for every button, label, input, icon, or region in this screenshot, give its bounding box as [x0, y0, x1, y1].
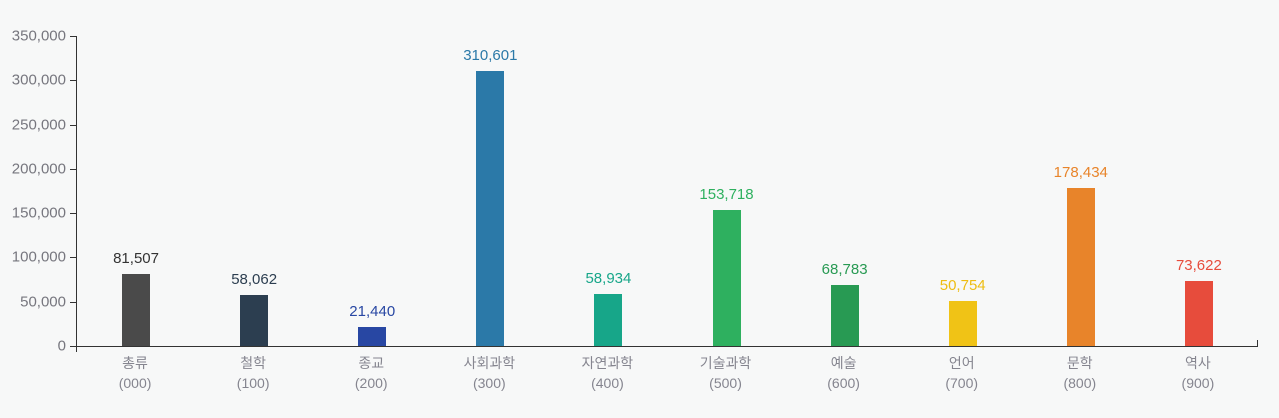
- bar-사회과학: [476, 71, 505, 346]
- category-name: 언어: [948, 355, 975, 371]
- x-axis-category-labels: 총류 (000) 철학 (100) 종교 (200) 사회과학 (300) 자연과학 (400) 기…: [76, 353, 1257, 393]
- bar-value-label: 81,507: [113, 250, 159, 267]
- category-code: (300): [472, 375, 506, 391]
- bar-총류: [122, 274, 151, 346]
- category-name: 기술과학: [699, 355, 752, 371]
- bar-value-label: 153,718: [699, 186, 754, 203]
- bar-value-label: 73,622: [1175, 257, 1222, 274]
- category-name: 문학: [1066, 355, 1093, 371]
- x-category-label: 철학 (100): [194, 353, 312, 393]
- y-tick-label: 250,000: [11, 116, 66, 134]
- x-category-label: 총류 (000): [76, 353, 194, 393]
- bar-종교: [358, 327, 387, 346]
- category-name: 자연과학: [581, 355, 634, 371]
- y-tick-mark: [70, 257, 76, 259]
- bar-column: 21,440: [313, 36, 431, 346]
- bar-철학: [240, 295, 269, 346]
- plot-area: 81,507 58,062 21,440 310,601 58,934 153,718 68…: [76, 36, 1258, 347]
- y-tick-label: 0: [57, 337, 66, 355]
- bar-value-label: 50,754: [939, 277, 986, 294]
- bar-기술과학: [712, 210, 741, 346]
- x-category-label: 사회과학 (300): [430, 353, 548, 393]
- category-name: 예술: [830, 355, 857, 371]
- x-axis-end-tick: [1257, 340, 1258, 346]
- category-code: (800): [1063, 375, 1097, 391]
- y-tick-label: 50,000: [20, 293, 66, 311]
- bar-column: 178,434: [1022, 36, 1140, 346]
- bar-value-label: 58,934: [585, 270, 632, 287]
- y-tick-label: 300,000: [11, 71, 66, 89]
- bar-value-label: 21,440: [349, 303, 396, 320]
- category-name: 역사: [1185, 355, 1211, 371]
- bar-column: 73,622: [1140, 36, 1258, 346]
- bar-언어: [948, 301, 977, 346]
- y-tick-mark: [70, 301, 76, 303]
- bar-value-label: 68,783: [821, 261, 868, 278]
- y-tick-mark: [70, 168, 76, 170]
- category-code: (700): [945, 375, 979, 391]
- x-category-label: 문학 (800): [1021, 353, 1139, 393]
- bar-value-label: 58,062: [231, 271, 278, 288]
- x-category-label: 예술 (600): [785, 353, 903, 393]
- y-tick-label: 100,000: [11, 248, 66, 266]
- y-tick-mark: [70, 124, 76, 126]
- bar-column: 68,783: [786, 36, 904, 346]
- category-code: (600): [827, 375, 860, 391]
- category-code: (500): [709, 375, 742, 391]
- bar-column: 310,601: [431, 36, 549, 346]
- x-category-label: 종교 (200): [312, 353, 430, 393]
- bar-column: 50,754: [904, 36, 1022, 346]
- category-name: 총류: [122, 355, 148, 371]
- bar-예술: [830, 285, 859, 346]
- category-code: (200): [354, 375, 388, 391]
- bar-column: 81,507: [77, 36, 195, 346]
- bar-column: 58,062: [195, 36, 313, 346]
- x-category-label: 언어 (700): [903, 353, 1021, 393]
- x-category-label: 기술과학 (500): [666, 353, 784, 393]
- x-category-label: 역사 (900): [1139, 353, 1257, 393]
- category-name: 사회과학: [463, 355, 516, 371]
- category-code: (100): [236, 375, 270, 391]
- y-tick-mark: [70, 36, 76, 37]
- y-axis-extension: [76, 347, 77, 352]
- category-name: 종교: [358, 355, 385, 371]
- y-tick-label: 150,000: [11, 204, 66, 222]
- y-tick-mark: [70, 80, 76, 82]
- y-tick-label: 200,000: [11, 160, 66, 178]
- bar-문학: [1066, 188, 1095, 346]
- bar-역사: [1184, 281, 1213, 346]
- category-code: (900): [1181, 375, 1215, 391]
- bar-column: 58,934: [549, 36, 667, 346]
- bar-column: 153,718: [667, 36, 785, 346]
- y-tick-label: 350,000: [11, 27, 66, 45]
- bar-columns: 81,507 58,062 21,440 310,601 58,934 153,718 68…: [77, 36, 1258, 346]
- category-code: (400): [591, 375, 624, 391]
- bar-value-label: 178,434: [1053, 164, 1108, 181]
- y-tick-mark: [70, 346, 76, 347]
- category-name: 철학: [240, 355, 267, 371]
- category-code: (000): [118, 375, 152, 391]
- y-tick-mark: [70, 213, 76, 215]
- x-category-label: 자연과학 (400): [548, 353, 666, 393]
- bar-자연과학: [594, 294, 623, 346]
- bar-value-label: 310,601: [463, 47, 518, 64]
